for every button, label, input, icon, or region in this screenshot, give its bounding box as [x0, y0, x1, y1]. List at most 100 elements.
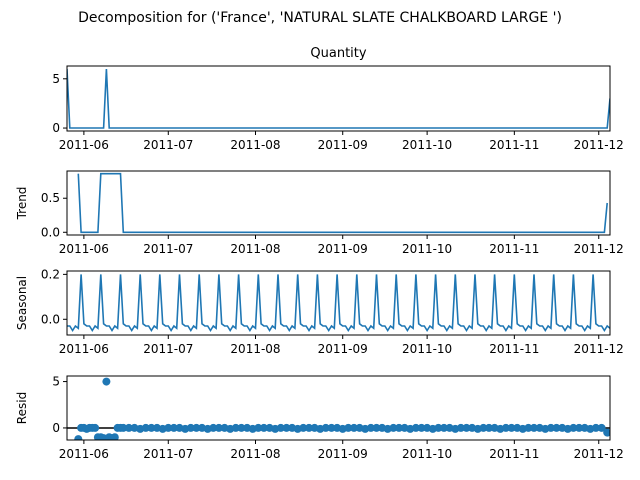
xtick-label: 2011-08: [230, 342, 280, 356]
ytick-label: 0: [52, 421, 60, 435]
resid-point: [417, 423, 426, 432]
ytick-label: 0.0: [41, 312, 60, 326]
xtick-label: 2011-06: [59, 342, 109, 356]
panel-resid: Resid 0 5 2011-06 2011-07 2011-08 2011-09 2011-…: [15, 375, 624, 461]
resid-point: [102, 377, 111, 386]
ylabel-trend: Trend: [15, 187, 29, 221]
resid-point: [389, 423, 398, 432]
xtick-label: 2011-06: [59, 447, 109, 461]
xtick-label: 2011-10: [402, 138, 452, 152]
resid-point: [91, 423, 100, 432]
resid-point: [305, 423, 313, 432]
series-line-trend: [77, 172, 608, 234]
resid-point: [276, 423, 285, 432]
resid-point: [524, 423, 533, 432]
xtick-label: 2011-12: [574, 242, 624, 256]
resid-point: [440, 423, 448, 432]
xtick-label: 2011-09: [318, 342, 368, 356]
resid-point: [299, 423, 308, 432]
axes-frame-resid: [66, 375, 611, 441]
series-resid: [74, 377, 610, 440]
xtick-label: 2011-11: [489, 342, 539, 356]
ytick-label: 5: [52, 72, 60, 86]
resid-point: [231, 423, 240, 432]
resid-point: [591, 423, 600, 432]
resid-point: [119, 423, 128, 432]
axes-frame-trend: [66, 170, 611, 236]
xtick-label: 2011-07: [143, 138, 193, 152]
ytick-label: 0.0: [41, 225, 60, 239]
resid-point: [237, 423, 246, 432]
xtick-label: 2011-07: [143, 342, 193, 356]
series-line-seasonal: [67, 274, 610, 333]
resid-point: [327, 423, 336, 432]
xtick-label: 2011-11: [489, 447, 539, 461]
ytick-label: 0: [52, 121, 60, 135]
xtick-label: 2011-09: [318, 447, 368, 461]
series-observed: [67, 68, 610, 129]
figure-title: Decomposition for ('France', 'NATURAL SL…: [78, 10, 562, 26]
ytick-label: 5: [52, 375, 60, 389]
axes-frame-seasonal: [66, 270, 611, 336]
xtick-label: 2011-11: [489, 138, 539, 152]
resid-point: [282, 423, 291, 432]
xtick-label: 2011-12: [574, 342, 624, 356]
axes-frame-observed: [66, 65, 611, 132]
resid-point: [169, 423, 178, 432]
ylabel-seasonal: Seasonal: [15, 276, 29, 330]
resid-point: [456, 423, 465, 432]
resid-point: [530, 423, 538, 432]
xtick-label: 2011-12: [574, 447, 624, 461]
resid-point: [462, 423, 471, 432]
panel-title-observed: Quantity: [310, 46, 366, 61]
resid-point: [192, 423, 201, 432]
ytick-label: 0.5: [41, 191, 60, 205]
ytick-label: 0.2: [41, 267, 60, 281]
resid-point: [501, 423, 510, 432]
series-seasonal: [67, 274, 610, 333]
resid-point: [321, 423, 330, 432]
panel-observed: Quantity 0 5 2011-06 2011-07 2011-08 2011-09 20…: [52, 46, 623, 152]
resid-point: [372, 423, 381, 432]
xtick-label: 2011-08: [230, 447, 280, 461]
series-line-observed: [67, 68, 610, 129]
resid-point: [507, 423, 516, 432]
resid-point: [350, 423, 358, 432]
xtick-label: 2011-10: [402, 342, 452, 356]
resid-point: [395, 423, 403, 432]
resid-point: [485, 423, 493, 432]
resid-point: [110, 433, 119, 440]
resid-point: [124, 423, 133, 432]
resid-point: [214, 423, 223, 432]
xtick-label: 2011-06: [59, 138, 109, 152]
xtick-label: 2011-12: [574, 138, 624, 152]
resid-point: [569, 423, 578, 432]
xtick-label: 2011-07: [143, 242, 193, 256]
xtick-label: 2011-08: [230, 138, 280, 152]
xtick-label: 2011-09: [318, 242, 368, 256]
resid-point: [254, 423, 263, 432]
resid-point: [209, 423, 218, 432]
resid-point: [597, 423, 606, 432]
resid-point: [259, 423, 268, 432]
resid-point: [479, 423, 488, 432]
resid-point: [552, 423, 561, 432]
ylabel-resid: Resid: [15, 392, 29, 424]
resid-point: [603, 428, 610, 437]
resid-point: [141, 423, 150, 432]
xtick-label: 2011-09: [318, 138, 368, 152]
xtick-label: 2011-11: [489, 242, 539, 256]
xtick-label: 2011-07: [143, 447, 193, 461]
xtick-label: 2011-10: [402, 242, 452, 256]
panel-trend: Trend 0.0 0.5 2011-06 2011-07 2011-08 2011-09 2…: [15, 170, 624, 256]
resid-point: [366, 423, 375, 432]
resid-point: [434, 423, 443, 432]
resid-point: [546, 423, 555, 432]
resid-point: [74, 435, 83, 440]
resid-point: [575, 423, 584, 432]
series-trend: [77, 172, 608, 234]
panel-seasonal: Seasonal 0.0 0.2 2011-06 2011-07 2011-08 2011-…: [15, 267, 624, 356]
xtick-label: 2011-10: [402, 447, 452, 461]
